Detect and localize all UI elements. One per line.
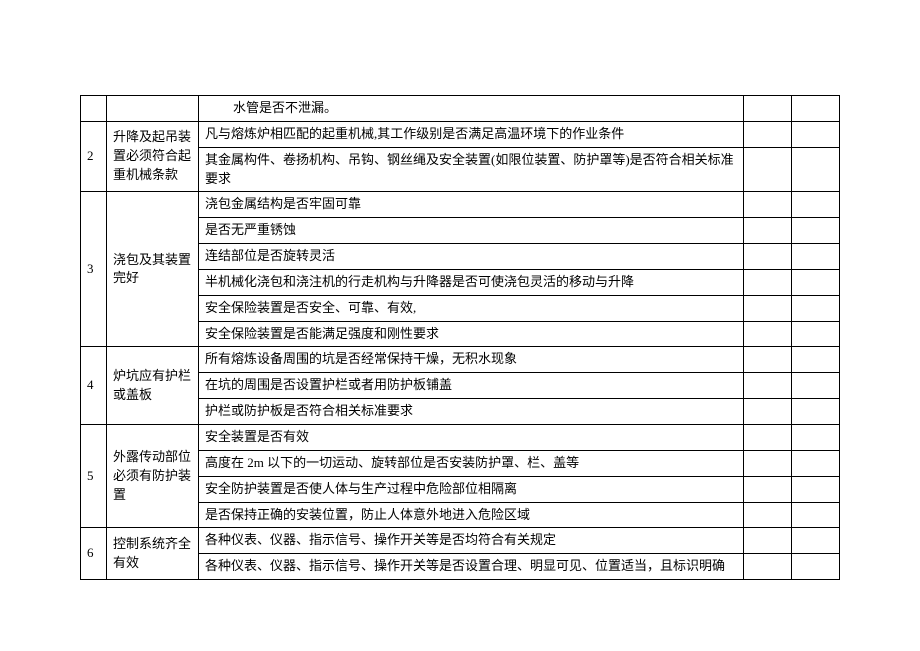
page-container: 水管是否不泄漏。2升降及起吊装置必须符合起重机械条款凡与熔炼炉相匹配的起重机械,…	[0, 0, 920, 580]
blank-cell-1	[744, 399, 792, 425]
blank-cell-1	[744, 218, 792, 244]
inspection-table: 水管是否不泄漏。2升降及起吊装置必须符合起重机械条款凡与熔炼炉相匹配的起重机械,…	[80, 95, 840, 580]
description-cell: 连结部位是否旋转灵活	[199, 244, 744, 270]
description-cell: 护栏或防护板是否符合相关标准要求	[199, 399, 744, 425]
category-cell: 升降及起吊装置必须符合起重机械条款	[107, 121, 199, 192]
blank-cell-1	[744, 554, 792, 580]
blank-cell-1	[744, 424, 792, 450]
description-cell: 水管是否不泄漏。	[199, 96, 744, 122]
blank-cell-1	[744, 192, 792, 218]
blank-cell-1	[744, 373, 792, 399]
blank-cell-2	[792, 528, 840, 554]
blank-cell-2	[792, 424, 840, 450]
description-cell: 高度在 2m 以下的一切运动、旋转部位是否安装防护罩、栏、盖等	[199, 450, 744, 476]
description-cell: 在坑的周围是否设置护栏或者用防护板铺盖	[199, 373, 744, 399]
blank-cell-2	[792, 399, 840, 425]
row-number: 5	[81, 424, 107, 527]
blank-cell-2	[792, 321, 840, 347]
description-cell: 各种仪表、仪器、指示信号、操作开关等是否设置合理、明显可见、位置适当，且标识明确	[199, 554, 744, 580]
blank-cell-2	[792, 373, 840, 399]
description-cell: 各种仪表、仪器、指示信号、操作开关等是否均符合有关规定	[199, 528, 744, 554]
description-cell: 其金属构件、卷扬机构、吊钩、钢丝绳及安全装置(如限位装置、防护罩等)是否符合相关…	[199, 147, 744, 192]
blank-cell-2	[792, 147, 840, 192]
blank-cell-1	[744, 96, 792, 122]
category-cell: 浇包及其装置完好	[107, 192, 199, 347]
blank-cell-2	[792, 96, 840, 122]
blank-cell-2	[792, 502, 840, 528]
description-cell: 浇包金属结构是否牢固可靠	[199, 192, 744, 218]
table-row: 3浇包及其装置完好浇包金属结构是否牢固可靠	[81, 192, 840, 218]
category-cell: 外露传动部位必须有防护装置	[107, 424, 199, 527]
description-cell: 是否保持正确的安装位置，防止人体意外地进入危险区域	[199, 502, 744, 528]
blank-cell-2	[792, 450, 840, 476]
blank-cell-1	[744, 528, 792, 554]
blank-cell-2	[792, 347, 840, 373]
blank-cell-1	[744, 244, 792, 270]
table-row: 6控制系统齐全有效各种仪表、仪器、指示信号、操作开关等是否均符合有关规定	[81, 528, 840, 554]
category-cell	[107, 96, 199, 122]
blank-cell-2	[792, 121, 840, 147]
blank-cell-1	[744, 295, 792, 321]
blank-cell-1	[744, 121, 792, 147]
blank-cell-2	[792, 244, 840, 270]
blank-cell-2	[792, 554, 840, 580]
row-number: 4	[81, 347, 107, 425]
blank-cell-2	[792, 295, 840, 321]
row-number: 3	[81, 192, 107, 347]
description-cell: 是否无严重锈蚀	[199, 218, 744, 244]
row-number: 2	[81, 121, 107, 192]
row-number	[81, 96, 107, 122]
blank-cell-1	[744, 476, 792, 502]
row-number: 6	[81, 528, 107, 580]
table-row: 2升降及起吊装置必须符合起重机械条款凡与熔炼炉相匹配的起重机械,其工作级别是否满…	[81, 121, 840, 147]
description-cell: 安全装置是否有效	[199, 424, 744, 450]
table-row: 4炉坑应有护栏或盖板所有熔炼设备周围的坑是否经常保持干燥，无积水现象	[81, 347, 840, 373]
blank-cell-2	[792, 476, 840, 502]
description-cell: 安全保险装置是否安全、可靠、有效,	[199, 295, 744, 321]
blank-cell-2	[792, 192, 840, 218]
blank-cell-1	[744, 450, 792, 476]
table-row: 水管是否不泄漏。	[81, 96, 840, 122]
blank-cell-1	[744, 502, 792, 528]
blank-cell-1	[744, 269, 792, 295]
table-row: 5外露传动部位必须有防护装置安全装置是否有效	[81, 424, 840, 450]
blank-cell-1	[744, 321, 792, 347]
description-cell: 安全防护装置是否使人体与生产过程中危险部位相隔离	[199, 476, 744, 502]
blank-cell-2	[792, 218, 840, 244]
description-cell: 安全保险装置是否能满足强度和刚性要求	[199, 321, 744, 347]
blank-cell-2	[792, 269, 840, 295]
description-cell: 所有熔炼设备周围的坑是否经常保持干燥，无积水现象	[199, 347, 744, 373]
category-cell: 炉坑应有护栏或盖板	[107, 347, 199, 425]
blank-cell-1	[744, 347, 792, 373]
category-cell: 控制系统齐全有效	[107, 528, 199, 580]
description-cell: 凡与熔炼炉相匹配的起重机械,其工作级别是否满足高温环境下的作业条件	[199, 121, 744, 147]
description-cell: 半机械化浇包和浇注机的行走机构与升降器是否可使浇包灵活的移动与升降	[199, 269, 744, 295]
blank-cell-1	[744, 147, 792, 192]
